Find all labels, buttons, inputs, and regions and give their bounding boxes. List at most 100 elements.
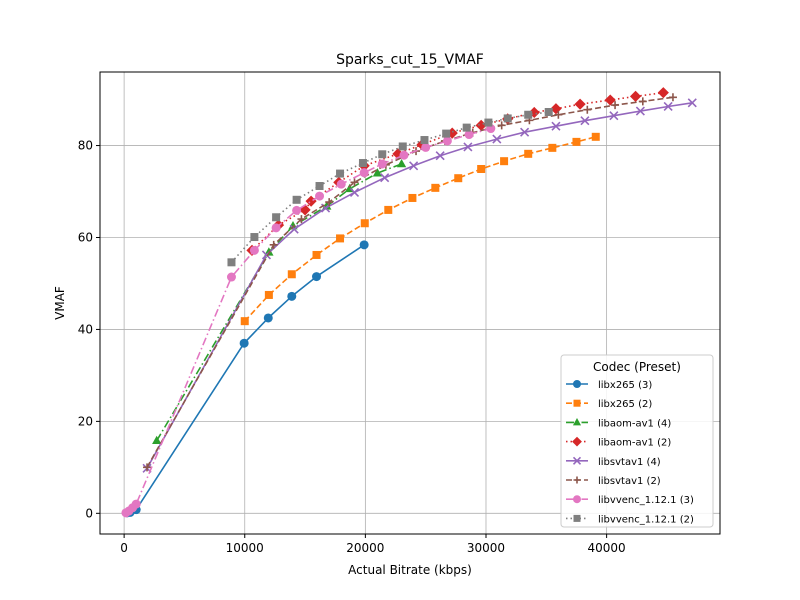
point-marker	[464, 130, 474, 140]
point-marker	[359, 240, 369, 250]
point-marker	[497, 121, 506, 130]
point-marker	[292, 205, 302, 215]
point-marker	[349, 187, 360, 198]
legend-label: libsvtav1 (2)	[598, 476, 661, 487]
x-tick-label: 10000	[226, 541, 264, 555]
legend-label: libvvenc_1.12.1 (2)	[598, 514, 694, 525]
point-marker	[573, 514, 581, 522]
point-marker	[524, 149, 533, 158]
legend-label: libvvenc_1.12.1 (3)	[598, 495, 694, 506]
point-marker	[463, 142, 473, 152]
point-marker	[668, 93, 677, 102]
point-marker	[372, 168, 383, 177]
point-marker	[431, 183, 440, 192]
point-marker	[378, 150, 387, 159]
point-marker	[475, 119, 487, 131]
point-marker	[336, 169, 345, 178]
x-tick-label: 20000	[346, 541, 384, 555]
point-marker	[312, 250, 321, 259]
legend-entry: libx265 (2)	[566, 399, 652, 410]
y-tick-label: 60	[78, 230, 93, 244]
point-marker	[572, 137, 581, 146]
point-marker	[305, 195, 317, 207]
legend-entries: libx265 (3) libx265 (2) libaom-av1 (4) liba…	[566, 380, 694, 525]
point-marker	[572, 456, 582, 465]
x-tick-label: 0	[120, 541, 128, 555]
point-marker	[609, 111, 619, 121]
point-marker	[573, 495, 581, 504]
legend-entry: libsvtav1 (2)	[566, 476, 661, 487]
point-marker	[263, 313, 273, 323]
legend-entry: libaom-av1 (4)	[566, 418, 671, 429]
point-marker	[524, 110, 533, 119]
point-marker	[580, 116, 590, 126]
chart-title: Sparks_cut_15_VMAF	[336, 52, 484, 68]
point-marker	[435, 151, 445, 161]
legend-box	[560, 354, 714, 528]
point-marker	[583, 105, 592, 114]
y-axis-label: VMAF	[53, 286, 67, 320]
point-marker	[297, 215, 306, 224]
legend-label: libaom-av1 (4)	[598, 418, 671, 429]
legend-entry: libvvenc_1.12.1 (3)	[566, 495, 694, 506]
series-line	[244, 136, 597, 322]
point-marker	[239, 338, 249, 348]
y-tick-label: 20	[78, 414, 93, 428]
point-marker	[292, 195, 301, 204]
legend-title: Codec (Preset)	[593, 360, 681, 374]
point-marker	[399, 150, 409, 160]
point-marker	[420, 136, 429, 145]
legend: Codec (Preset) libx265 (3)libx265 (2)lib…	[560, 354, 714, 528]
point-marker	[152, 435, 162, 445]
point-marker	[315, 191, 325, 201]
point-marker	[477, 164, 486, 173]
point-marker	[359, 168, 369, 178]
point-marker	[131, 499, 141, 509]
point-marker	[528, 106, 540, 119]
point-marker	[264, 290, 273, 299]
y-tick-label: 40	[78, 322, 93, 336]
point-marker	[572, 436, 582, 447]
point-marker	[380, 173, 390, 183]
point-marker	[544, 107, 553, 116]
axis-ticks: 0 10000 20000 30000 40000 0 20 40 60 80	[78, 139, 626, 555]
legend-label: libx265 (2)	[598, 399, 652, 410]
x-tick-label: 40000	[588, 541, 626, 555]
point-marker	[442, 136, 452, 146]
point-marker	[143, 463, 152, 472]
point-marker	[520, 127, 530, 137]
y-tick-label: 80	[78, 139, 93, 153]
point-marker	[409, 161, 419, 171]
legend-entry: libsvtav1 (4)	[566, 456, 661, 468]
point-marker	[299, 204, 311, 216]
point-marker	[336, 179, 346, 189]
point-marker	[289, 224, 299, 234]
point-marker	[358, 159, 367, 168]
point-marker	[663, 101, 673, 112]
point-marker	[500, 157, 509, 166]
point-marker	[272, 213, 281, 222]
point-marker	[287, 291, 297, 301]
point-marker	[240, 317, 249, 326]
point-marker	[396, 158, 407, 168]
point-marker	[635, 106, 645, 116]
point-marker	[442, 129, 451, 138]
point-marker	[264, 247, 274, 256]
point-marker	[573, 380, 581, 388]
point-marker	[548, 143, 557, 152]
y-tick-label: 0	[85, 506, 93, 520]
series-5	[142, 98, 697, 473]
point-marker	[573, 476, 581, 484]
legend-label: libaom-av1 (2)	[598, 438, 671, 449]
point-marker	[312, 272, 322, 282]
point-marker	[408, 193, 417, 202]
point-marker	[657, 87, 669, 99]
point-marker	[573, 399, 581, 407]
x-axis-label: Actual Bitrate (kbps)	[348, 563, 472, 577]
point-marker	[462, 123, 471, 132]
point-marker	[350, 178, 359, 187]
point-marker	[687, 98, 697, 108]
legend-label: libx265 (3)	[598, 380, 652, 391]
plot-frame	[99, 71, 721, 535]
